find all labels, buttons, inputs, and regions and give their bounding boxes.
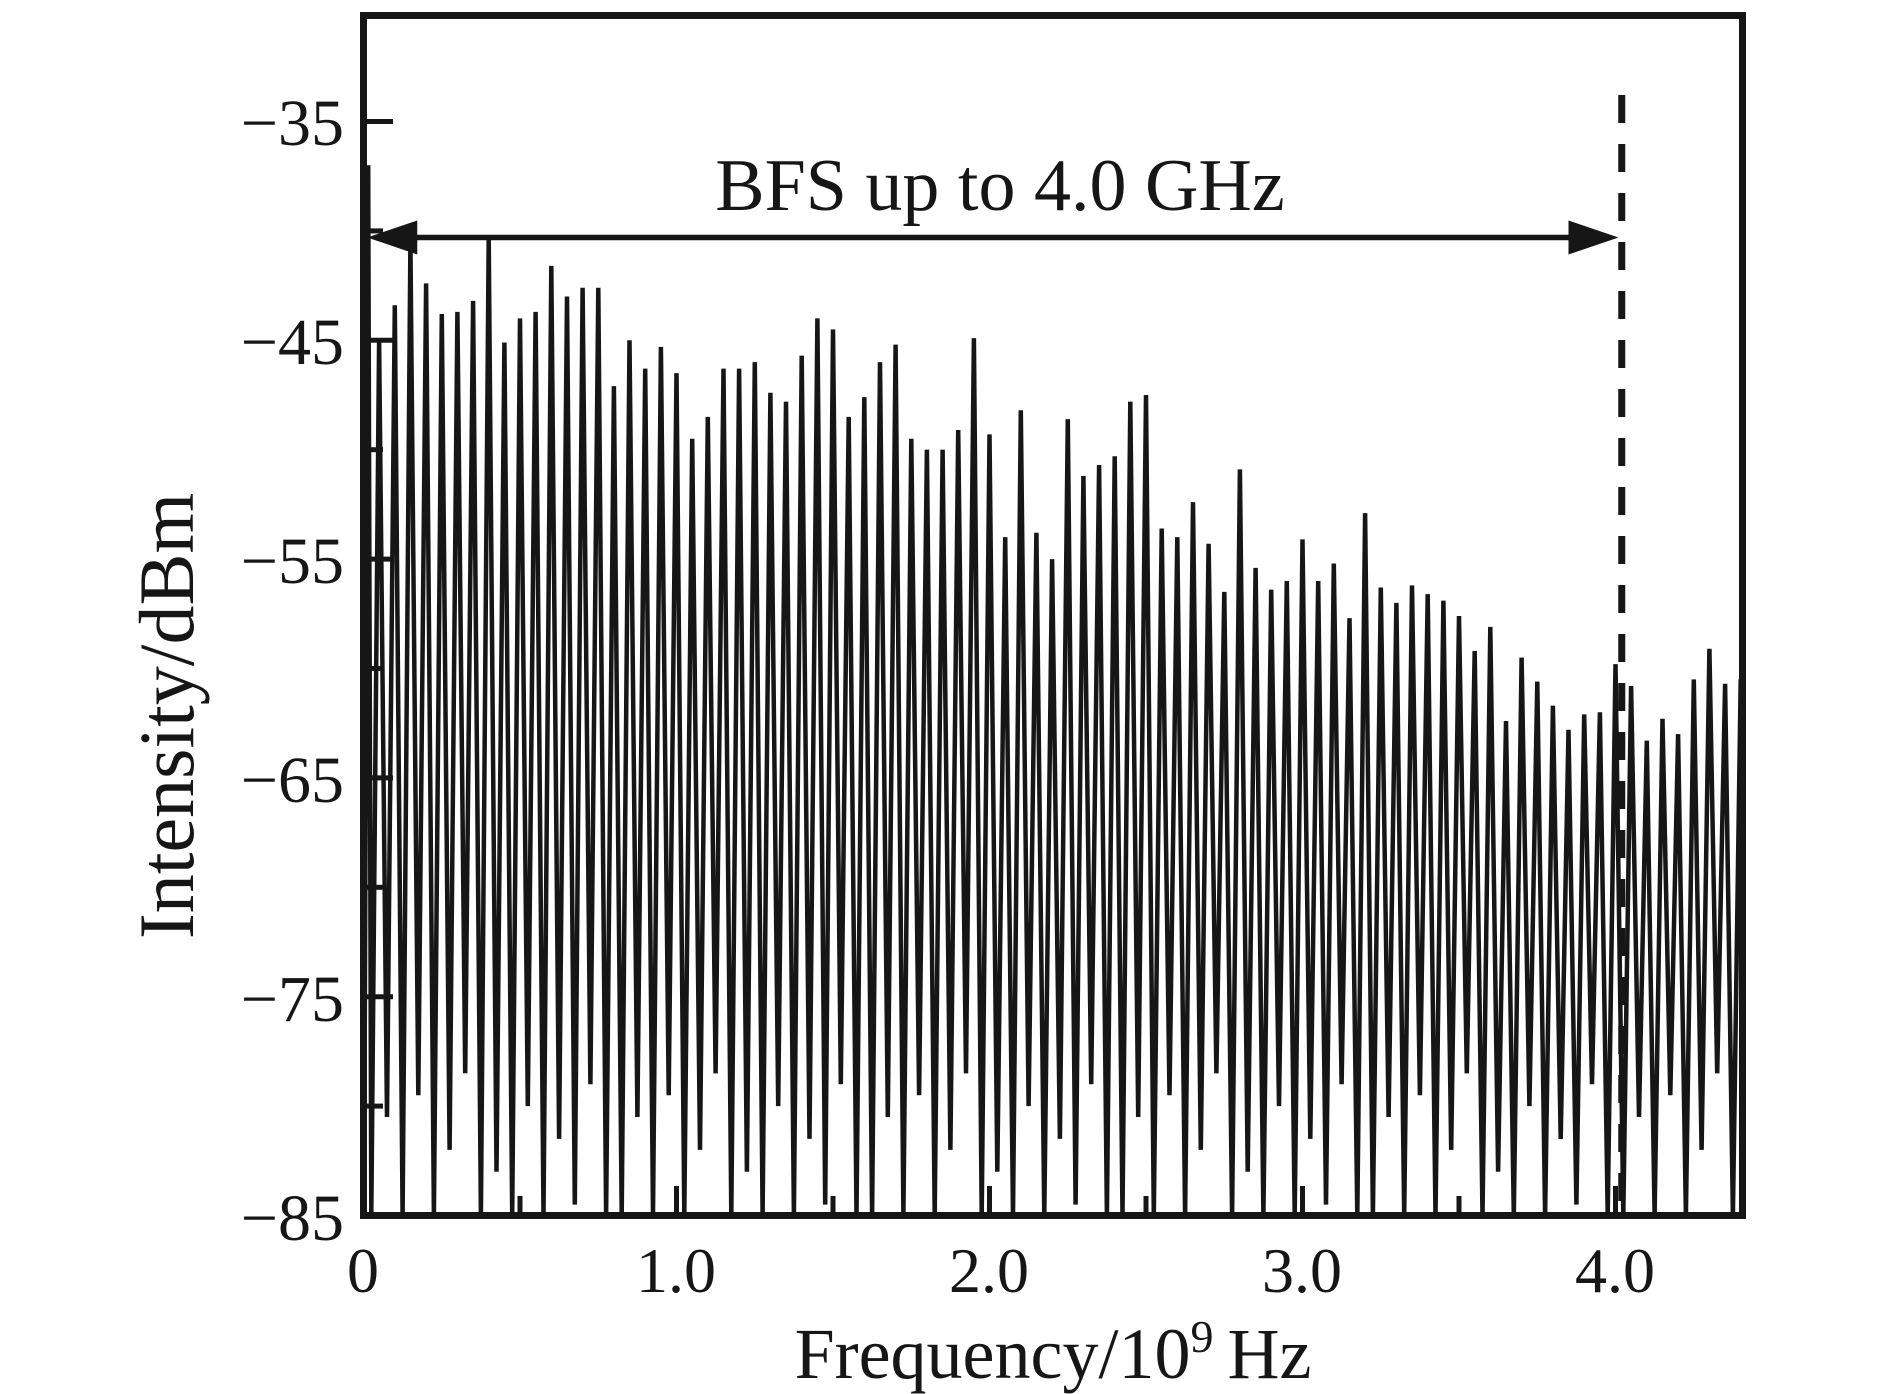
y-tick-label: −55 (241, 525, 344, 598)
x-tick-label: 1.0 (636, 1235, 716, 1306)
plot-frame (360, 12, 1746, 1219)
bfs-annotation-label: BFS up to 4.0 GHz (715, 145, 1284, 227)
x-axis-title-superscript: 9 (1190, 1311, 1213, 1362)
x-tick-label: 4.0 (1575, 1235, 1655, 1306)
x-axis-title: Frequency/109 Hz (795, 1311, 1312, 1394)
chart-generated-layer (361, 95, 1746, 1218)
y-tick-label: −65 (241, 744, 344, 817)
x-axis-title-base: Frequency/10 (795, 1314, 1191, 1394)
x-tick-label: 0 (347, 1235, 379, 1306)
x-tick-label: 3.0 (1262, 1235, 1342, 1306)
y-axis-title: Intensity/dBm (123, 493, 210, 939)
y-tick-label: −85 (241, 1182, 344, 1255)
comb-spectrum-trace (361, 165, 1746, 1216)
y-tick-label: −75 (241, 963, 344, 1036)
x-tick-label: 2.0 (949, 1235, 1029, 1306)
bfs-arrow-left-head (367, 220, 418, 255)
y-tick-label: −35 (241, 87, 344, 160)
x-axis-title-unit: Hz (1227, 1314, 1311, 1394)
y-tick-label: −45 (241, 306, 344, 379)
bfs-arrow-right-head (1568, 220, 1619, 255)
